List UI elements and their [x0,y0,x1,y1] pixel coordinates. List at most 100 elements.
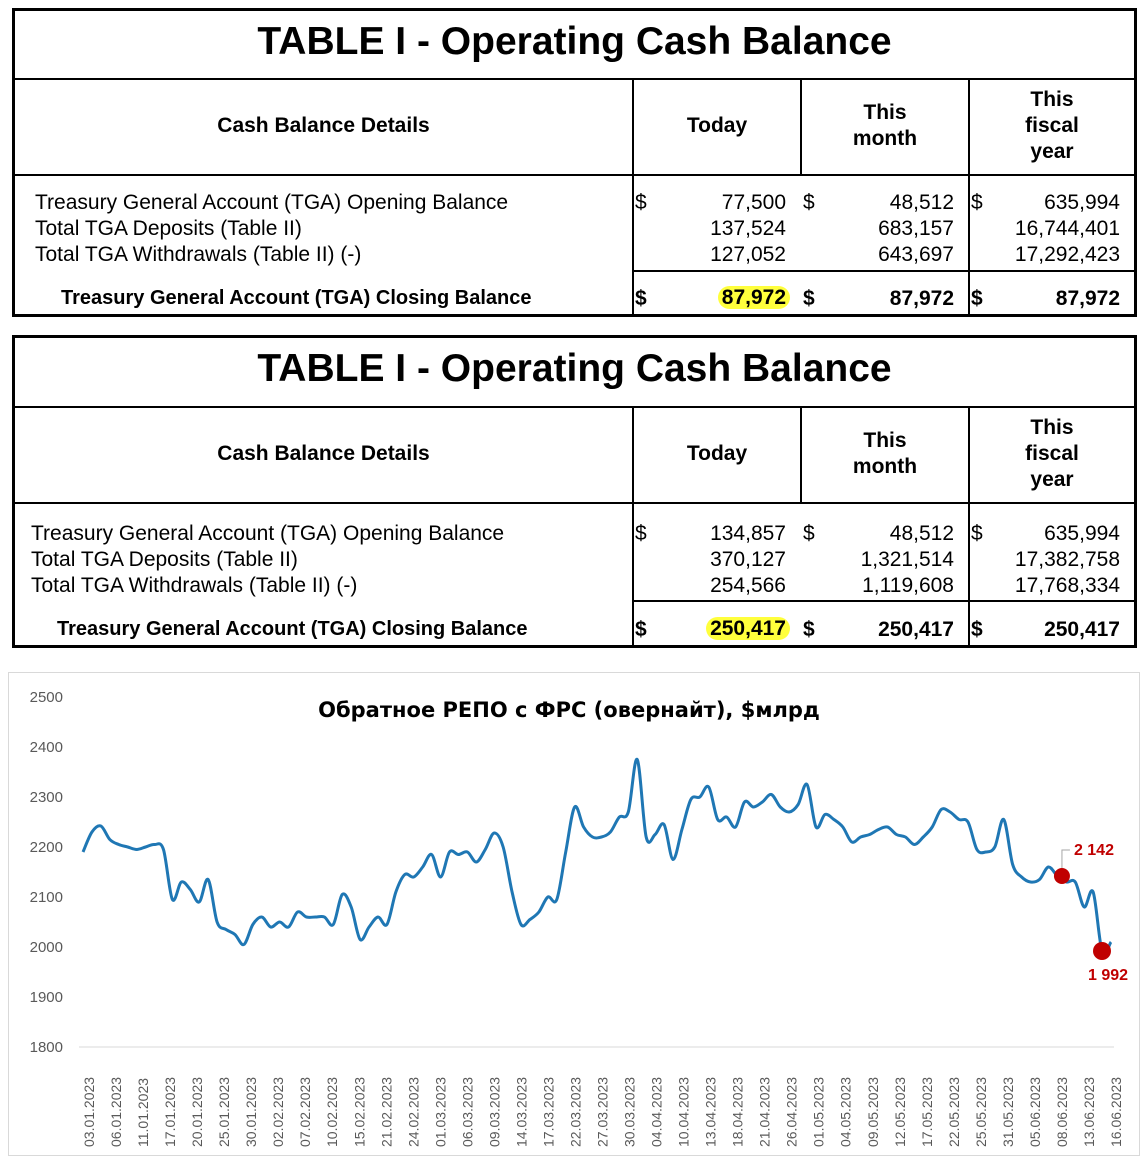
y-tick-label: 1900 [30,989,63,1006]
x-tick-label: 05.06.2023 [1027,1077,1043,1147]
row-label: Total TGA Withdrawals (Table II) (-) [35,243,362,266]
currency-symbol: $ [971,287,983,310]
header-details: Cash Balance Details [15,78,632,176]
cell-fiscal: 16,744,401 [1014,217,1120,240]
reverse-repo-chart: Обратное РЕПО с ФРС (овернайт), $млрд 18… [8,672,1140,1156]
x-tick-label: 06.01.2023 [108,1077,124,1147]
annotation-label: 1 992 [1088,967,1128,984]
x-tick-label: 11.01.2023 [135,1078,151,1147]
x-tick-label: 08.06.2023 [1054,1077,1070,1147]
row-label: Total TGA Deposits (Table II) [35,217,302,240]
x-tick-label: 10.04.2023 [676,1077,692,1147]
currency-symbol: $ [971,522,983,545]
closing-today-highlighted: 250,417 [706,617,790,640]
y-tick-label: 2300 [30,789,63,806]
cell-fiscal: 17,292,423 [1014,243,1120,266]
currency-symbol: $ [803,618,815,641]
chart-title: Обратное РЕПО с ФРС (овернайт), $млрд [318,698,820,722]
x-tick-label: 30.01.2023 [243,1077,259,1147]
cell-fiscal: 635,994 [1044,191,1120,214]
x-tick-label: 04.05.2023 [838,1077,854,1147]
currency-symbol: $ [971,191,983,214]
x-tick-label: 25.05.2023 [973,1077,989,1147]
x-tick-label: 01.05.2023 [811,1077,827,1147]
y-tick-label: 1800 [30,1039,63,1056]
x-tick-label: 21.02.2023 [378,1077,394,1147]
operating-cash-table-2: TABLE I - Operating Cash Balance Cash Ba… [12,335,1137,648]
cell-month: 1,321,514 [860,548,954,571]
closing-month: 87,972 [889,287,954,310]
x-tick-label: 17.01.2023 [162,1077,178,1147]
cell-month: 683,157 [878,217,954,240]
x-tick-label: 30.03.2023 [622,1077,638,1147]
currency-symbol: $ [803,191,815,214]
highlight-marker [1053,868,1070,884]
header-fiscal: This fiscal year [970,78,1134,176]
highlight-marker [1093,942,1111,960]
y-tick-label: 2400 [30,739,63,756]
y-tick-label: 2100 [30,889,63,906]
table-title: TABLE I - Operating Cash Balance [15,338,1134,408]
row-label: Treasury General Account (TGA) Opening B… [35,191,509,214]
currency-symbol: $ [635,191,647,214]
x-tick-label: 16.06.2023 [1108,1077,1124,1147]
x-tick-label: 21.04.2023 [757,1077,773,1147]
currency-symbol: $ [803,287,815,310]
x-tick-label: 25.01.2023 [216,1077,232,1147]
header-today: Today [634,78,800,176]
x-tick-label: 02.02.2023 [270,1077,286,1147]
header-month: This month [802,406,968,504]
header-fiscal: This fiscal year [970,406,1134,504]
chart-canvas: Обратное РЕПО с ФРС (овернайт), $млрд 18… [30,689,1128,1147]
x-tick-label: 26.04.2023 [784,1077,800,1147]
y-tick-label: 2500 [30,689,63,706]
x-tick-label: 04.04.2023 [649,1077,665,1147]
cell-today: 77,500 [721,191,786,214]
x-tick-label: 27.03.2023 [595,1077,611,1147]
cell-month: 48,512 [889,191,954,214]
cell-today: 370,127 [710,548,786,571]
header-details: Cash Balance Details [15,406,632,504]
cell-month: 643,697 [878,243,954,266]
currency-symbol: $ [803,522,815,545]
x-tick-label: 12.05.2023 [892,1077,908,1147]
closing-fiscal: 87,972 [1055,287,1120,310]
currency-symbol: $ [971,618,983,641]
x-tick-label: 17.05.2023 [919,1077,935,1147]
cell-today: 137,524 [710,217,786,240]
x-tick-label: 24.02.2023 [405,1077,421,1147]
currency-symbol: $ [635,287,647,310]
cell-fiscal: 635,994 [1044,522,1120,545]
x-tick-label: 09.05.2023 [865,1077,881,1147]
annotation-label: 2 142 [1074,842,1114,859]
header-month: This month [802,78,968,176]
x-tick-label: 20.01.2023 [189,1077,205,1147]
x-tick-label: 03.01.2023 [81,1077,97,1147]
x-tick-label: 22.05.2023 [946,1077,962,1147]
header-today: Today [634,406,800,504]
x-tick-label: 10.02.2023 [324,1077,340,1147]
table-title: TABLE I - Operating Cash Balance [15,11,1134,80]
cell-today: 254,566 [710,574,786,597]
closing-today-highlighted: 87,972 [717,286,790,309]
operating-cash-table-1: TABLE I - Operating Cash Balance Cash Ba… [12,8,1137,317]
series-line [81,757,1113,955]
y-tick-label: 2200 [30,839,63,856]
currency-symbol: $ [635,522,647,545]
x-tick-label: 31.05.2023 [1000,1077,1016,1147]
closing-fiscal: 250,417 [1044,618,1120,641]
row-label: Total TGA Deposits (Table II) [31,548,298,571]
cell-month: 48,512 [889,522,954,545]
x-tick-label: 13.06.2023 [1081,1077,1097,1147]
x-tick-label: 07.02.2023 [297,1077,313,1147]
cell-month: 1,119,608 [862,574,954,597]
x-tick-label: 09.03.2023 [486,1077,502,1147]
x-tick-label: 17.03.2023 [540,1077,556,1147]
x-tick-label: 06.03.2023 [459,1077,475,1147]
x-tick-label: 13.04.2023 [703,1077,719,1147]
closing-label: Treasury General Account (TGA) Closing B… [61,287,532,309]
x-tick-label: 18.04.2023 [730,1077,746,1147]
row-label: Treasury General Account (TGA) Opening B… [31,522,505,545]
closing-label: Treasury General Account (TGA) Closing B… [57,618,528,640]
currency-symbol: $ [635,618,647,641]
